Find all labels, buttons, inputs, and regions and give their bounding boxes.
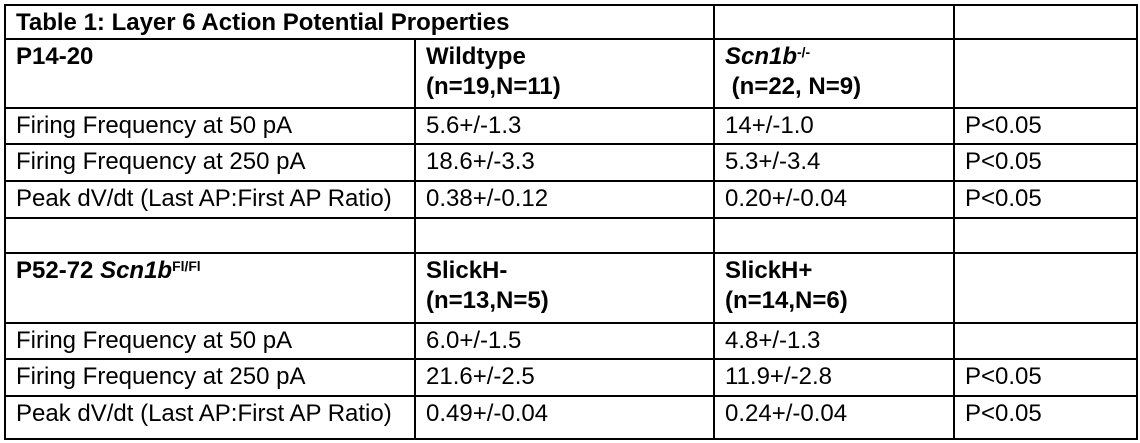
row-label: Firing Frequency at 50 pA <box>4 107 416 145</box>
column-n-counts: (n=14,N=6) <box>725 287 848 314</box>
row-label: Firing Frequency at 50 pA <box>4 322 416 360</box>
empty-cell <box>414 217 715 254</box>
column-n-counts: (n=13,N=5) <box>426 287 549 314</box>
section2-group-label: P52-72 Scn1bFl/Fl <box>4 252 416 324</box>
spacer-row <box>4 217 1138 254</box>
empty-cell <box>4 217 416 254</box>
table-row: Peak dV/dt (Last AP:First AP Ratio) 0.38… <box>4 180 1138 219</box>
value-cell: 6.0+/-1.5 <box>414 322 715 360</box>
section1-header-row: P14-20 Wildtype (n=19,N=11) Scn1b-/- (n=… <box>4 38 1138 109</box>
value-cell: 0.49+/-0.04 <box>414 395 715 440</box>
p-value-cell: P<0.05 <box>953 107 1138 145</box>
p-value-cell: P<0.05 <box>953 395 1138 440</box>
column-name: Scn1b-/- <box>725 43 811 70</box>
empty-cell <box>713 4 955 40</box>
section2-col2-header: SlickH+ (n=14,N=6) <box>713 252 955 324</box>
p-value-cell: P<0.05 <box>953 358 1138 397</box>
section1-group-label: P14-20 <box>4 38 416 109</box>
value-cell: 4.8+/-1.3 <box>713 322 955 360</box>
section2-header-row: P52-72 Scn1bFl/Fl SlickH- (n=13,N=5) Sli… <box>4 252 1138 324</box>
table-row: Firing Frequency at 50 pA 6.0+/-1.5 4.8+… <box>4 322 1138 360</box>
table-row: Firing Frequency at 50 pA 5.6+/-1.3 14+/… <box>4 107 1138 145</box>
column-name: Wildtype <box>426 43 526 70</box>
section1-col1-header: Wildtype (n=19,N=11) <box>414 38 715 109</box>
value-cell: 11.9+/-2.8 <box>713 358 955 397</box>
empty-cell <box>713 217 955 254</box>
value-cell: 18.6+/-3.3 <box>414 143 715 182</box>
column-n-counts: (n=19,N=11) <box>426 73 561 100</box>
value-cell: 5.6+/-1.3 <box>414 107 715 145</box>
table-row: Peak dV/dt (Last AP:First AP Ratio) 0.49… <box>4 395 1138 440</box>
section1-col2-header: Scn1b-/- (n=22, N=9) <box>713 38 955 109</box>
column-name: SlickH- <box>426 257 508 284</box>
group-allele-superscript: Fl/Fl <box>172 258 201 275</box>
section2-col1-header: SlickH- (n=13,N=5) <box>414 252 715 324</box>
p-value-cell <box>953 322 1138 360</box>
row-label: Peak dV/dt (Last AP:First AP Ratio) <box>4 180 416 219</box>
title-row: Table 1: Layer 6 Action Potential Proper… <box>4 4 1138 40</box>
column-name: SlickH+ <box>725 257 813 284</box>
empty-cell <box>953 252 1138 324</box>
p-value-cell: P<0.05 <box>953 143 1138 182</box>
value-cell: 0.24+/-0.04 <box>713 395 955 440</box>
action-potential-properties-table: Table 1: Layer 6 Action Potential Proper… <box>4 4 1138 440</box>
column-n-counts: (n=22, N=9) <box>725 73 862 100</box>
value-cell: 5.3+/-3.4 <box>713 143 955 182</box>
table-container: Table 1: Layer 6 Action Potential Proper… <box>4 4 1138 440</box>
table-row: Firing Frequency at 250 pA 18.6+/-3.3 5.… <box>4 143 1138 182</box>
value-cell: 21.6+/-2.5 <box>414 358 715 397</box>
table-row: Firing Frequency at 250 pA 21.6+/-2.5 11… <box>4 358 1138 397</box>
empty-cell <box>953 4 1138 40</box>
allele-superscript: -/- <box>797 44 811 61</box>
value-cell: 0.20+/-0.04 <box>713 180 955 219</box>
row-label: Peak dV/dt (Last AP:First AP Ratio) <box>4 395 416 440</box>
empty-cell <box>953 38 1138 109</box>
value-cell: 14+/-1.0 <box>713 107 955 145</box>
table-title: Table 1: Layer 6 Action Potential Proper… <box>4 4 715 40</box>
value-cell: 0.38+/-0.12 <box>414 180 715 219</box>
p-value-cell: P<0.05 <box>953 180 1138 219</box>
row-label: Firing Frequency at 250 pA <box>4 143 416 182</box>
empty-cell <box>953 217 1138 254</box>
row-label: Firing Frequency at 250 pA <box>4 358 416 397</box>
